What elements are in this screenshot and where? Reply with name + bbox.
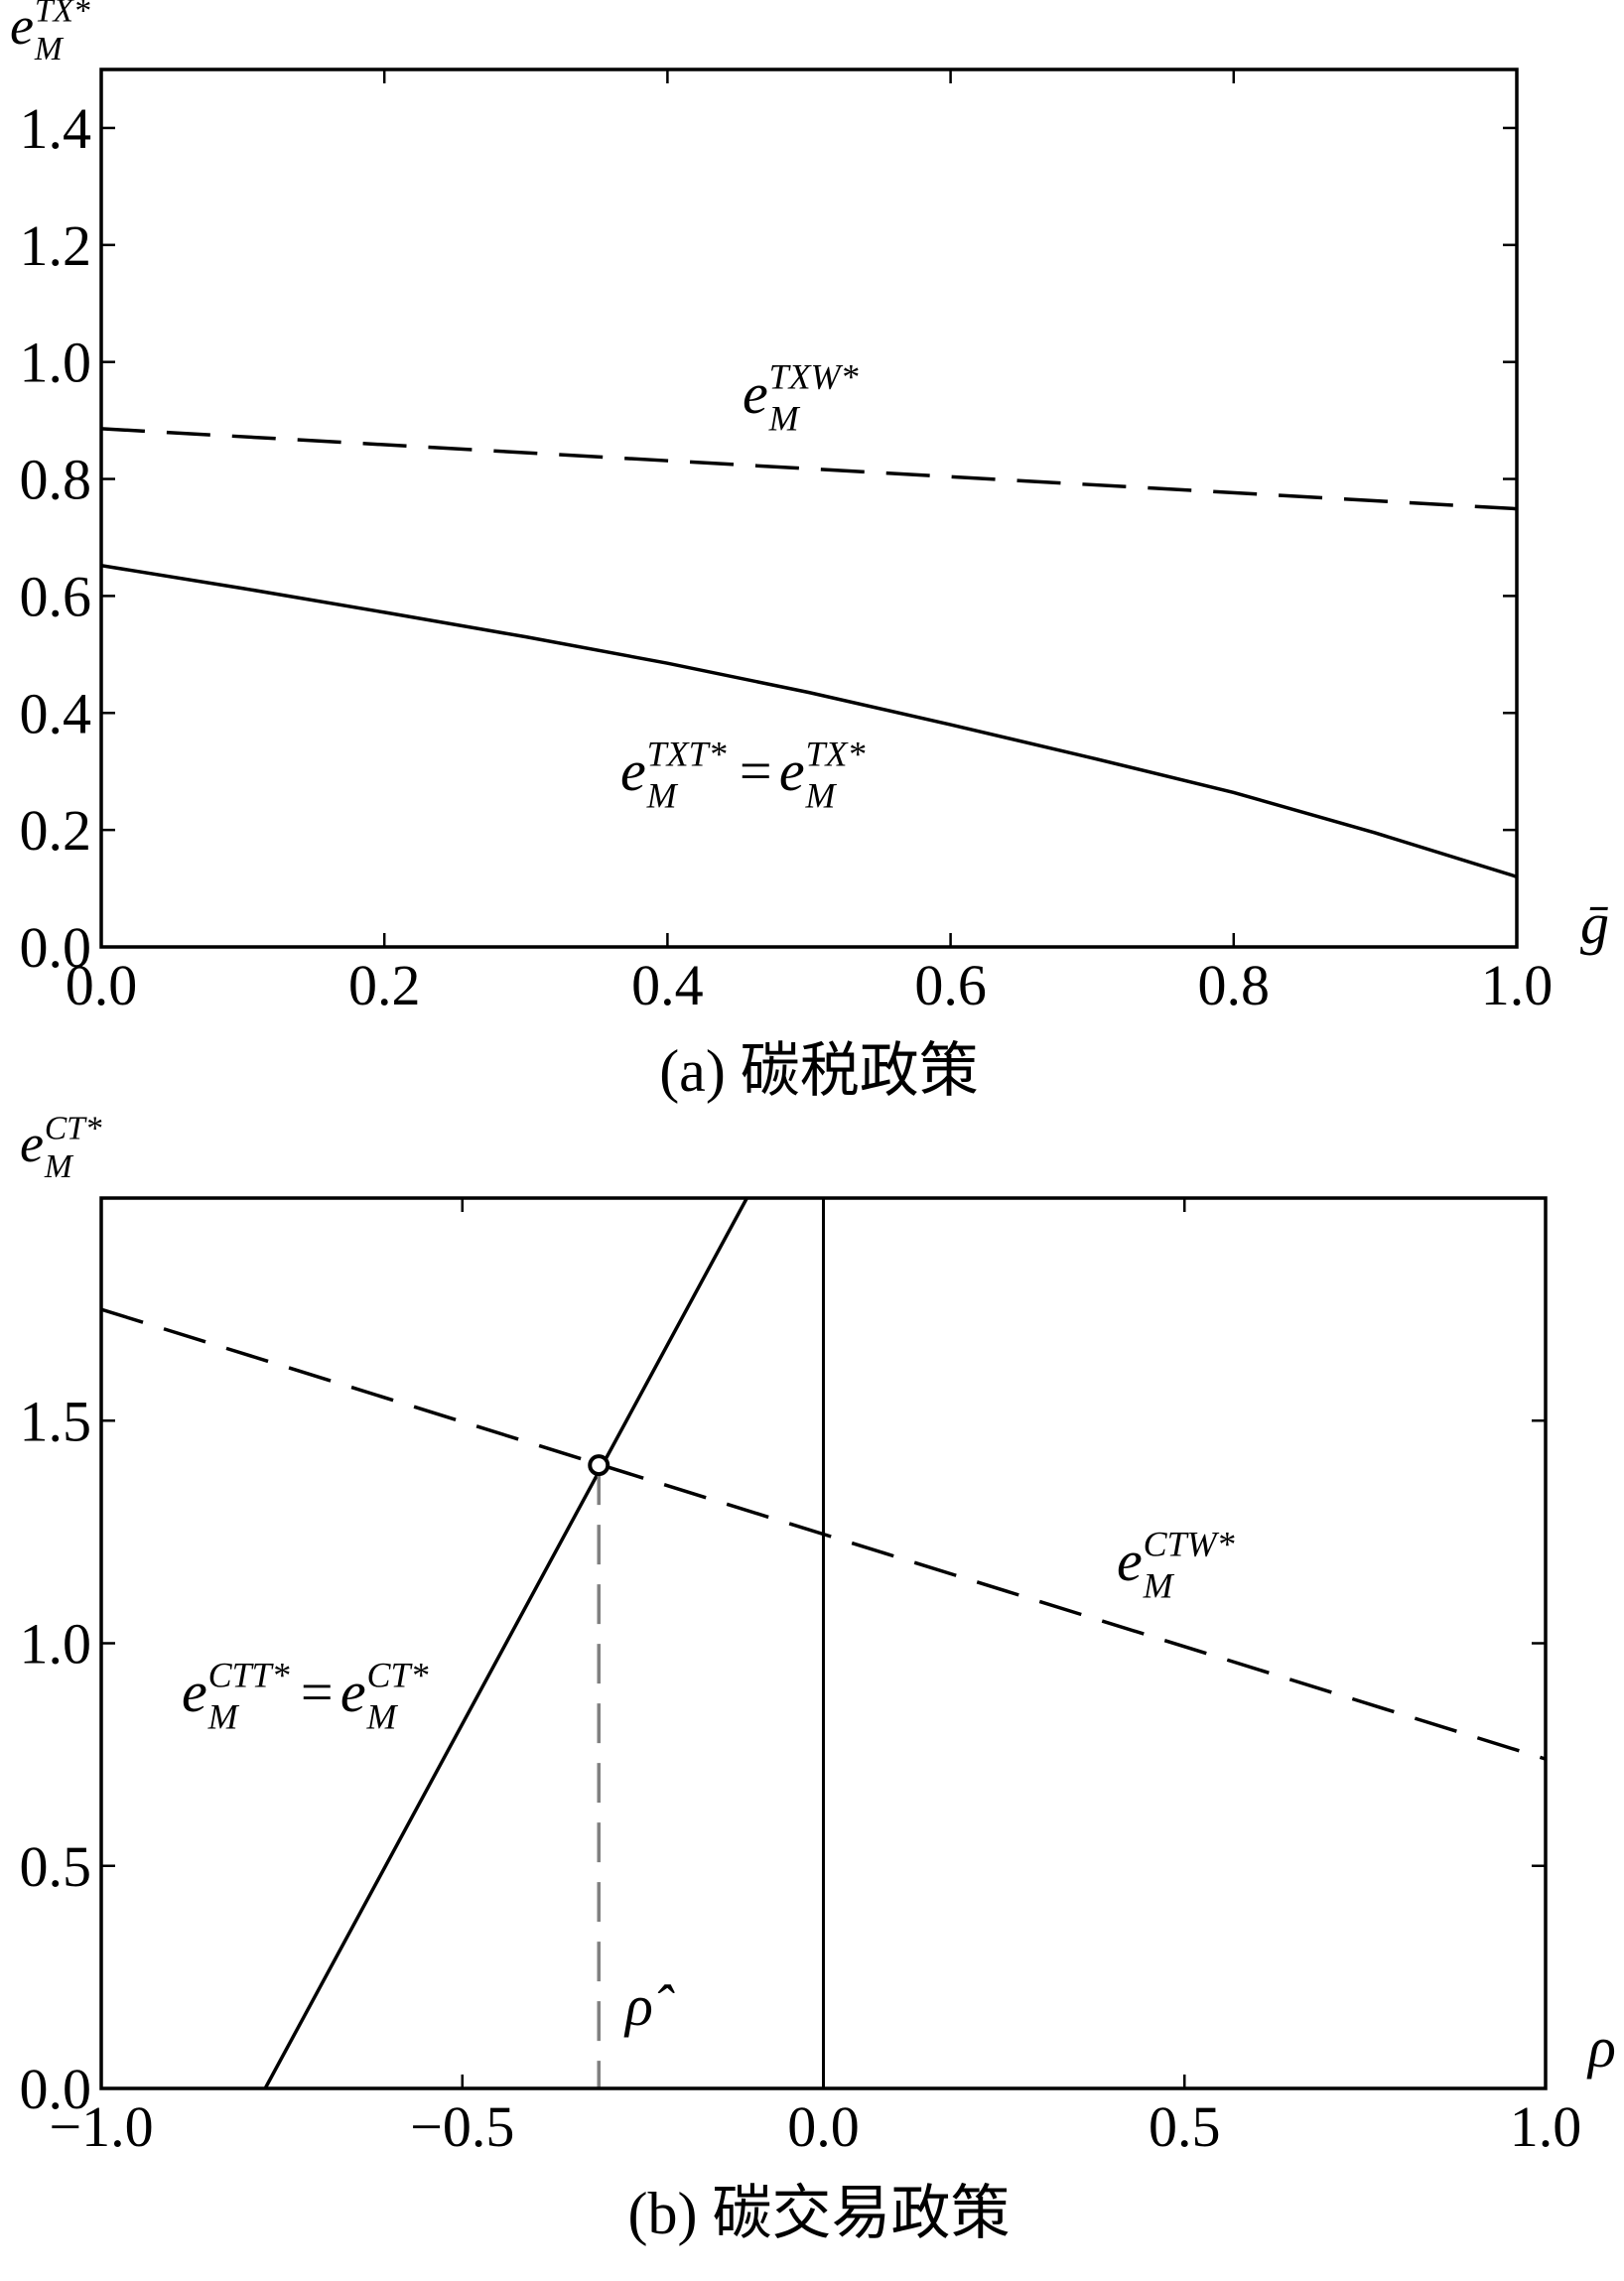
math-base: e	[10, 0, 34, 56]
math-sub: M	[34, 31, 65, 67]
math-base: e	[779, 738, 805, 803]
point-label: ρ̂	[623, 1973, 675, 2038]
y-tick-label: 1.5	[20, 1389, 92, 1453]
x-axis-label: ρ	[1586, 2015, 1616, 2080]
math-base: e	[20, 1114, 44, 1173]
math-sup: CT*	[45, 1110, 102, 1146]
y-tick-label: 1.4	[20, 96, 92, 161]
y-tick-label: 0.6	[20, 564, 92, 628]
y-tick-label: 0.8	[20, 448, 92, 512]
math-sub: M	[768, 398, 801, 438]
series-line	[263, 1198, 748, 2088]
annotation-operator: =	[301, 1660, 334, 1724]
math-base: e	[182, 1660, 207, 1724]
annotation-operator: =	[740, 738, 772, 803]
x-tick-label: 0.6	[914, 953, 987, 1017]
y-tick-label: 0.2	[20, 798, 92, 863]
caption: (b) 碳交易政策	[628, 2181, 1011, 2246]
y-tick-label: 0.0	[20, 915, 92, 980]
x-tick-label: 0.5	[1149, 2094, 1221, 2159]
x-tick-label: −0.5	[410, 2094, 514, 2159]
math-sub: M	[366, 1696, 399, 1736]
plot-frame	[99, 1196, 1548, 2090]
y-tick-label: 1.2	[20, 213, 92, 278]
math-sup: CTW*	[1144, 1525, 1235, 1564]
y-tick-label: 0.4	[20, 681, 92, 745]
math-sub: M	[646, 775, 679, 815]
y-tick-label: 1.0	[20, 1612, 92, 1677]
x-tick-label: 1.0	[1510, 2094, 1582, 2159]
x-tick-label: 0.4	[631, 953, 704, 1017]
math-sub: M	[44, 1148, 74, 1185]
plot-lines	[101, 427, 1517, 878]
plot-frame	[99, 67, 1519, 949]
series-line	[101, 1307, 1546, 1761]
series-line	[101, 564, 1517, 878]
math-sup: TX*	[806, 735, 866, 774]
x-tick-label: 0.8	[1198, 953, 1271, 1017]
math-sub: M	[207, 1696, 240, 1736]
plot-lines	[101, 1198, 1546, 2088]
math-base: e	[743, 361, 768, 426]
math-base: e	[1117, 1529, 1143, 1593]
x-tick-label: 0.0	[787, 2094, 860, 2159]
math-sup: CT*	[367, 1656, 429, 1695]
caption: (a) 碳税政策	[659, 1038, 979, 1104]
math-base: e	[340, 1660, 366, 1724]
math-sup: CTT*	[208, 1656, 290, 1695]
math-sup: TXT*	[647, 735, 727, 774]
math-sup: TXW*	[769, 357, 859, 397]
math-sub: M	[805, 775, 838, 815]
y-tick-label: 0.0	[20, 2057, 92, 2121]
y-tick-label: 0.5	[20, 1834, 92, 1899]
y-tick-label: 1.0	[20, 331, 92, 395]
math-sup: TX*	[35, 0, 90, 29]
x-tick-label: −1.0	[49, 2094, 153, 2159]
series-line	[101, 427, 1517, 511]
x-tick-label: 0.2	[348, 953, 421, 1017]
intersection-point	[588, 1454, 610, 1477]
x-tick-label: 0.0	[66, 953, 138, 1017]
x-tick-label: 1.0	[1481, 953, 1554, 1017]
math-base: e	[620, 738, 646, 803]
x-axis-label: ḡ	[1580, 891, 1609, 956]
math-sub: M	[1143, 1565, 1175, 1605]
